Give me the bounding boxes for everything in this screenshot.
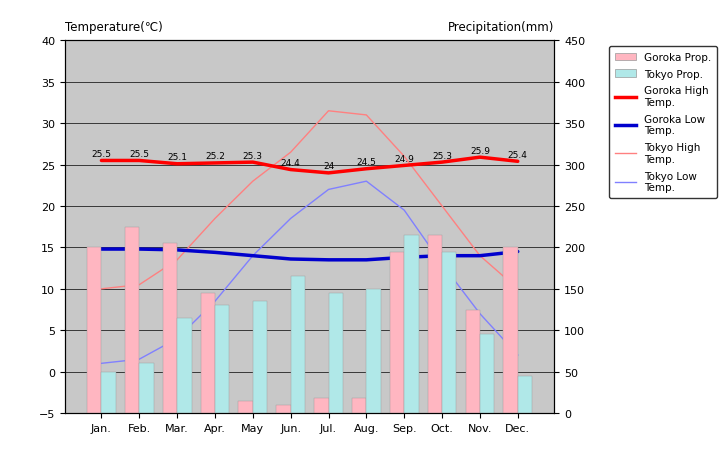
Goroka Low
Temp.: [135, 247, 143, 252]
Bar: [102, 372, 116, 413]
Line: Tokyo High
Temp.: Tokyo High Temp.: [102, 112, 518, 289]
Tokyo Low
Temp.: [400, 208, 408, 213]
Text: 25.2: 25.2: [205, 152, 225, 161]
Goroka High
Temp.: [438, 160, 446, 166]
Bar: [215, 306, 230, 413]
Bar: [390, 252, 404, 413]
Text: 24.4: 24.4: [281, 159, 300, 168]
Tokyo High
Temp.: [248, 179, 257, 185]
Tokyo High
Temp.: [324, 109, 333, 114]
Goroka Low
Temp.: [362, 257, 371, 263]
Tokyo High
Temp.: [400, 154, 408, 160]
Line: Goroka Low
Temp.: Goroka Low Temp.: [102, 250, 518, 260]
Bar: [328, 293, 343, 413]
Tokyo Low
Temp.: [173, 336, 181, 341]
Goroka Low
Temp.: [287, 257, 295, 262]
Text: 25.3: 25.3: [243, 151, 263, 160]
Tokyo High
Temp.: [287, 150, 295, 156]
Bar: [480, 335, 495, 413]
Goroka High
Temp.: [211, 161, 220, 166]
Bar: [253, 302, 267, 413]
Bar: [352, 398, 366, 413]
Bar: [201, 293, 215, 413]
Bar: [238, 401, 253, 413]
Text: 24: 24: [323, 162, 334, 171]
Text: 25.5: 25.5: [91, 150, 112, 159]
Goroka High
Temp.: [476, 155, 485, 161]
Goroka Low
Temp.: [211, 250, 220, 256]
Bar: [276, 405, 291, 413]
Text: 25.1: 25.1: [167, 153, 187, 162]
Text: Precipitation(mm): Precipitation(mm): [448, 21, 554, 34]
Goroka High
Temp.: [324, 171, 333, 176]
Text: 25.4: 25.4: [508, 151, 528, 159]
Goroka Low
Temp.: [513, 249, 522, 255]
Bar: [87, 248, 102, 413]
Tokyo High
Temp.: [211, 216, 220, 222]
Bar: [291, 277, 305, 413]
Goroka Low
Temp.: [476, 253, 485, 259]
Bar: [503, 248, 518, 413]
Tokyo High
Temp.: [173, 257, 181, 263]
Tokyo High
Temp.: [135, 282, 143, 288]
Line: Tokyo Low
Temp.: Tokyo Low Temp.: [102, 182, 518, 364]
Tokyo Low
Temp.: [438, 262, 446, 267]
Goroka High
Temp.: [287, 168, 295, 173]
Tokyo High
Temp.: [97, 286, 106, 292]
Bar: [139, 364, 153, 413]
Tokyo Low
Temp.: [362, 179, 371, 185]
Tokyo High
Temp.: [513, 286, 522, 292]
Goroka Low
Temp.: [173, 247, 181, 253]
Goroka High
Temp.: [173, 162, 181, 167]
Goroka Low
Temp.: [400, 255, 408, 261]
Bar: [404, 235, 418, 413]
Text: 24.9: 24.9: [395, 155, 414, 163]
Bar: [163, 244, 177, 413]
Text: 24.5: 24.5: [356, 158, 377, 167]
Goroka Low
Temp.: [97, 247, 106, 252]
Bar: [314, 398, 328, 413]
Tokyo Low
Temp.: [476, 311, 485, 317]
Text: 25.9: 25.9: [470, 146, 490, 155]
Tokyo Low
Temp.: [211, 299, 220, 304]
Tokyo High
Temp.: [438, 204, 446, 209]
Bar: [518, 376, 532, 413]
Text: Temperature(℃): Temperature(℃): [65, 21, 163, 34]
Goroka High
Temp.: [97, 158, 106, 164]
Goroka High
Temp.: [248, 160, 257, 166]
Tokyo Low
Temp.: [287, 216, 295, 222]
Tokyo Low
Temp.: [97, 361, 106, 366]
Legend: Goroka Prop., Tokyo Prop., Goroka High
Temp., Goroka Low
Temp., Tokyo High
Temp.: Goroka Prop., Tokyo Prop., Goroka High T…: [608, 46, 718, 199]
Tokyo Low
Temp.: [135, 357, 143, 362]
Goroka Low
Temp.: [324, 257, 333, 263]
Bar: [366, 289, 381, 413]
Tokyo High
Temp.: [362, 113, 371, 118]
Bar: [125, 227, 139, 413]
Goroka High
Temp.: [400, 163, 408, 169]
Text: 25.3: 25.3: [432, 151, 452, 160]
Goroka High
Temp.: [513, 159, 522, 165]
Bar: [442, 252, 456, 413]
Text: 25.5: 25.5: [130, 150, 149, 159]
Tokyo Low
Temp.: [324, 187, 333, 193]
Bar: [466, 310, 480, 413]
Tokyo Low
Temp.: [513, 353, 522, 358]
Tokyo High
Temp.: [476, 253, 485, 259]
Bar: [428, 235, 442, 413]
Goroka Low
Temp.: [438, 253, 446, 259]
Goroka High
Temp.: [362, 167, 371, 172]
Bar: [177, 318, 192, 413]
Line: Goroka High
Temp.: Goroka High Temp.: [102, 158, 518, 174]
Goroka Low
Temp.: [248, 253, 257, 259]
Goroka High
Temp.: [135, 158, 143, 164]
Tokyo Low
Temp.: [248, 253, 257, 259]
